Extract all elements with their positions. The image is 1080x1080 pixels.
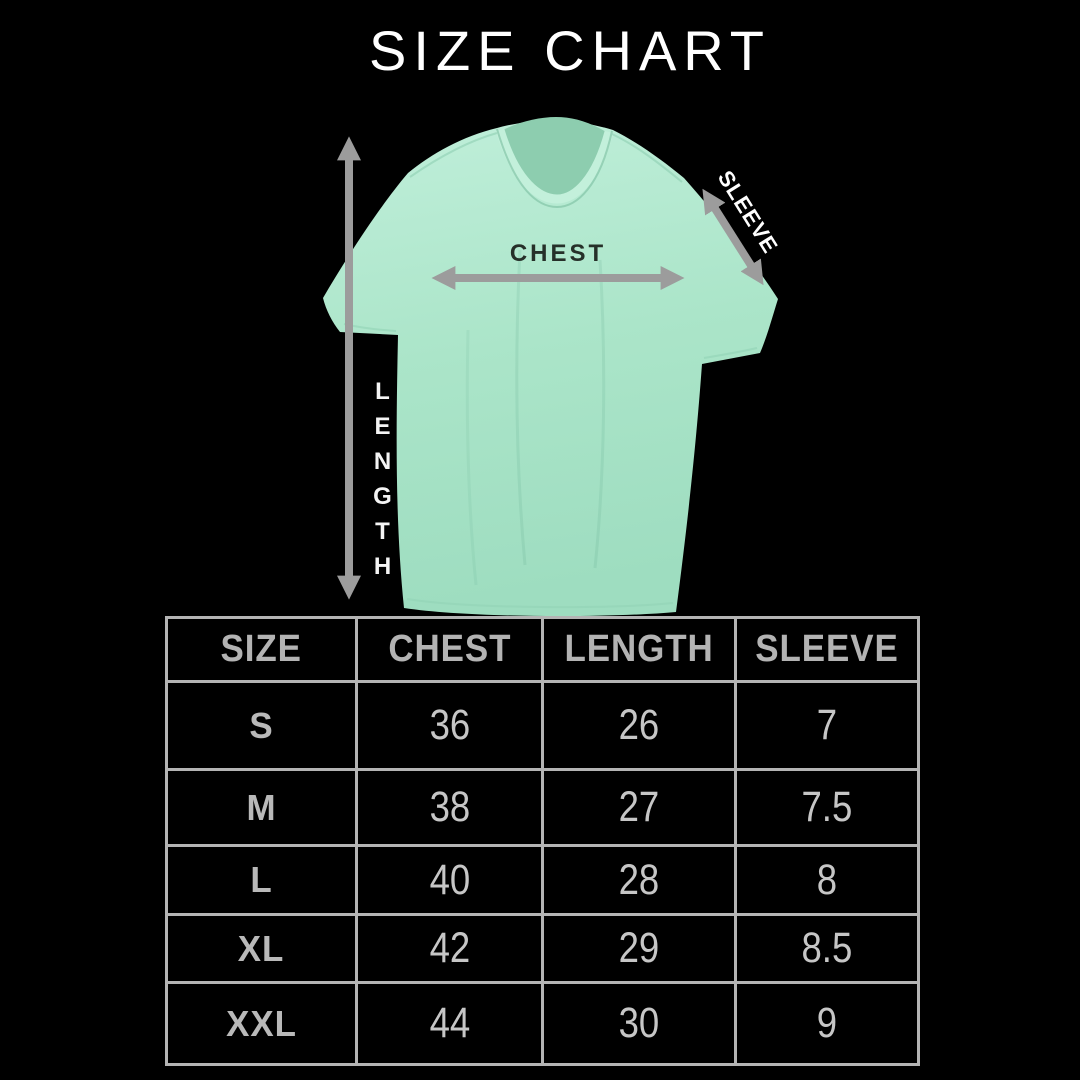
cell-sleeve: 9 [734, 981, 920, 1066]
header-label-size: SIZE [220, 628, 303, 670]
header-cell-length: LENGTH [541, 616, 737, 683]
cell-length: 30 [541, 981, 737, 1066]
cell-chest: 40 [355, 844, 544, 916]
cell-size: L [165, 844, 358, 916]
header-cell-size: SIZE [165, 616, 358, 683]
cell-size: XXL [165, 981, 358, 1066]
header-label-sleeve: SLEEVE [755, 628, 899, 670]
table-row-xl: XL 42 29 8.5 [165, 913, 920, 984]
header-label-length: LENGTH [564, 628, 714, 670]
table-row-m: M 38 27 7.5 [165, 768, 920, 847]
length-measure-label: LENGTH [369, 378, 396, 588]
cell-length: 26 [541, 680, 737, 771]
header-cell-sleeve: SLEEVE [734, 616, 920, 683]
cell-length: 29 [541, 913, 737, 984]
table-row-s: S 36 26 7 [165, 680, 920, 771]
table-row-l: L 40 28 8 [165, 844, 920, 916]
cell-size: XL [165, 913, 358, 984]
header-label-chest: CHEST [387, 628, 512, 670]
cell-sleeve: 7.5 [734, 768, 920, 847]
cell-chest: 36 [355, 680, 544, 771]
sleeve-arrow [702, 188, 764, 286]
cell-chest: 44 [355, 981, 544, 1066]
cell-sleeve: 8 [734, 844, 920, 916]
cell-size: S [165, 680, 358, 771]
cell-chest: 38 [355, 768, 544, 847]
cell-chest: 42 [355, 913, 544, 984]
cell-length: 27 [541, 768, 737, 847]
chest-measure-label: CHEST [509, 240, 607, 267]
cell-sleeve: 8.5 [734, 913, 920, 984]
size-table: SIZE CHEST LENGTH SLEEVE S 36 26 7 M 38 … [165, 616, 920, 1066]
page-title: SIZE CHART [369, 19, 771, 82]
cell-length: 28 [541, 844, 737, 916]
table-header-row: SIZE CHEST LENGTH SLEEVE [165, 616, 920, 683]
table-row-xxl: XXL 44 30 9 [165, 981, 920, 1066]
cell-sleeve: 7 [734, 680, 920, 771]
tshirt-body [323, 117, 778, 617]
cell-size: M [165, 768, 358, 847]
collar-band [495, 128, 614, 204]
collar-opening [501, 117, 608, 197]
header-cell-chest: CHEST [355, 616, 544, 683]
